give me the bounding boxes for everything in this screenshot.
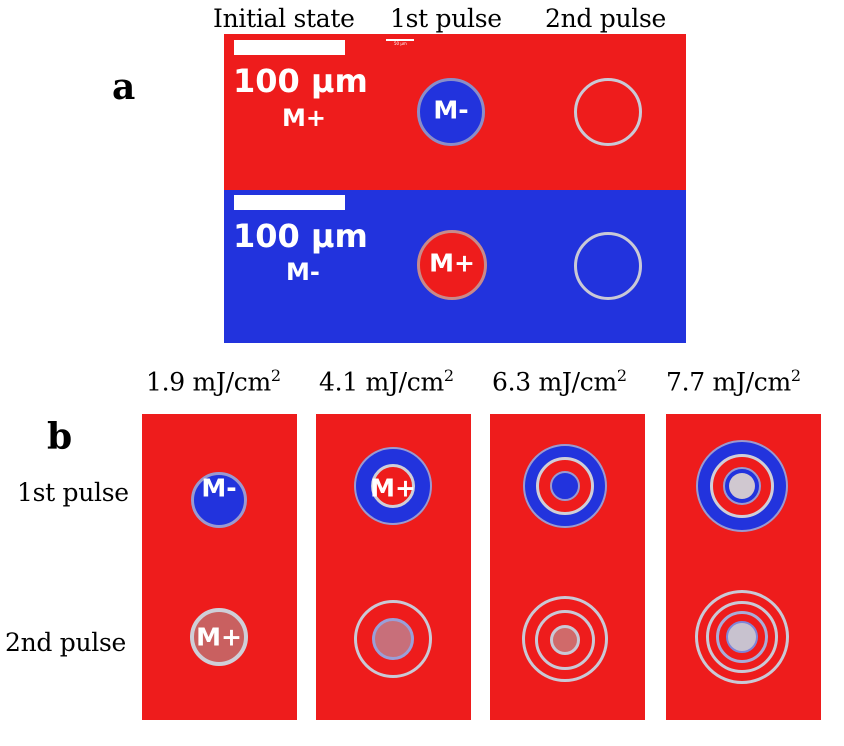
scale-bar-label: 100 μm (233, 217, 368, 255)
inner-domain-m-minus (550, 471, 580, 501)
outer-erased-ring (695, 590, 789, 684)
ring-3 (716, 611, 768, 663)
fluence-header-3: 6.3 mJ/cm2 (492, 366, 627, 396)
row-header-1st-pulse: 1st pulse (17, 478, 129, 507)
fluence-header-1: 1.9 mJ/cm2 (146, 366, 281, 396)
switched-domain-m-minus (191, 472, 247, 528)
inner-domain-m-plus (371, 464, 415, 508)
ring-2 (706, 601, 778, 673)
fluence-value: 7.7 mJ/cm (666, 367, 791, 397)
panel-b-column-4-image (666, 414, 821, 720)
scale-bar-label: 100 μm (233, 62, 368, 100)
state-label-m-minus: M- (286, 258, 320, 286)
fluence-header-4: 7.7 mJ/cm2 (666, 366, 801, 396)
fluence-exponent: 2 (270, 366, 281, 385)
column-header-initial-state: Initial state (213, 4, 355, 33)
state-label-m-plus: M+ (282, 104, 326, 132)
inner-erased-ring (550, 625, 580, 655)
column-header-2nd-pulse: 2nd pulse (545, 4, 666, 33)
erased-domain-ring (574, 232, 642, 300)
domain-label-m-minus: M- (433, 95, 469, 125)
panel-b-column-1-image: M- M+ (142, 414, 297, 720)
fluence-value: 1.9 mJ/cm (146, 367, 271, 397)
fluence-exponent: 2 (616, 366, 627, 385)
fluence-value: 6.3 mJ/cm (492, 367, 617, 397)
fluence-exponent: 2 (443, 366, 454, 385)
domain-label-m-minus: M- (201, 473, 237, 503)
tiny-scale-bar (386, 39, 414, 41)
panel-a-top-row-image: 100 μm M+ 50 μm M- (224, 34, 686, 190)
core-erased-disk (729, 473, 755, 499)
domain-label-m-plus: M+ (196, 622, 242, 652)
fluence-value: 4.1 mJ/cm (319, 367, 444, 397)
erased-domain-disk (190, 608, 248, 666)
fluence-exponent: 2 (790, 366, 801, 385)
erased-domain-ring (574, 78, 642, 146)
scale-bar (234, 195, 345, 210)
inner-erased-disk (372, 618, 414, 660)
row-header-2nd-pulse: 2nd pulse (5, 628, 126, 657)
switched-domain-m-minus (417, 78, 485, 146)
domain-label-m-plus: M+ (370, 473, 416, 503)
core-erased-disk (726, 621, 758, 653)
domain-label-m-plus: M+ (429, 248, 475, 278)
outer-erased-ring (522, 596, 608, 682)
scale-bar (234, 40, 345, 55)
tiny-scale-label: 50 μm (394, 41, 407, 46)
switched-ring-m-minus (354, 447, 432, 525)
panel-b-column-2-image: M+ (316, 414, 471, 720)
switched-domain-m-plus (417, 230, 487, 300)
middle-erased-ring (535, 610, 595, 670)
panel-letter-b: b (47, 416, 73, 458)
fluence-header-2: 4.1 mJ/cm2 (319, 366, 454, 396)
panel-a-bottom-row-image: 100 μm M- M+ (224, 190, 686, 343)
outer-erased-ring (354, 600, 432, 678)
column-header-1st-pulse: 1st pulse (390, 4, 502, 33)
panel-letter-a: a (112, 66, 136, 108)
panel-b-column-3-image (490, 414, 645, 720)
